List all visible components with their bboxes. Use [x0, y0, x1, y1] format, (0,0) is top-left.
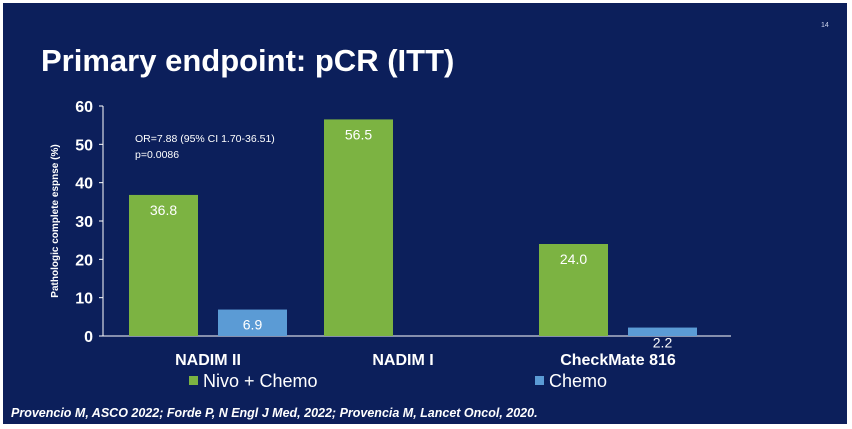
category-label: NADIM II	[175, 352, 241, 369]
y-axis-title: Pathologic complete espnse (%)	[50, 144, 61, 297]
bar-value-label: 56.5	[345, 126, 372, 142]
bar-value-label: 36.8	[150, 202, 177, 218]
y-axis: 0 10 20 30 40 50 60	[75, 99, 104, 346]
legend-label-nivo-chemo: Nivo + Chemo	[203, 371, 318, 391]
y-tick-label: 40	[75, 176, 93, 193]
bar-value-label: 2.2	[653, 335, 673, 351]
category-label: CheckMate 816	[560, 352, 676, 369]
y-tick-label: 30	[75, 214, 93, 231]
y-tick-label: 60	[75, 99, 93, 116]
y-tick-label: 10	[75, 291, 93, 308]
bar-nivo-chemo	[539, 244, 608, 336]
y-tick-label: 20	[75, 252, 93, 269]
slide-number: 14	[821, 22, 829, 29]
legend-label-chemo: Chemo	[549, 371, 607, 391]
bar-chart: 0 10 20 30 40 50 60 36.8 6.9 56.5 24.0 2.2 NADIM I…	[50, 99, 731, 391]
references-footer: Provencio M, ASCO 2022; Forde P, N Engl …	[11, 406, 538, 420]
p-value-text: p=0.0086	[135, 149, 179, 161]
odds-ratio-annotation: OR=7.88 (95% CI 1.70-36.51) p=0.0086	[135, 133, 278, 161]
slide-title: Primary endpoint: pCR (ITT)	[41, 43, 455, 78]
bar-nivo-chemo	[324, 119, 393, 337]
category-labels: NADIM II NADIM I CheckMate 816	[175, 352, 676, 369]
slide: 14 Primary endpoint: pCR (ITT) 0 10 20 30 40…	[3, 3, 847, 424]
y-tick-label: 0	[84, 329, 93, 346]
legend-swatch-chemo	[535, 376, 544, 385]
legend-swatch-nivo-chemo	[189, 376, 198, 385]
legend: Nivo + Chemo Chemo	[189, 371, 607, 391]
bar-value-label: 24.0	[560, 251, 587, 267]
category-label: NADIM I	[372, 352, 433, 369]
bars	[129, 119, 697, 337]
bar-chemo	[628, 327, 697, 336]
bar-chemo	[218, 309, 287, 336]
y-tick-label: 50	[75, 137, 93, 154]
bar-value-label: 6.9	[243, 317, 263, 333]
odds-ratio-text: OR=7.88 (95% CI 1.70-36.51)	[135, 133, 275, 145]
bar-nivo-chemo	[129, 194, 198, 336]
data-labels: 36.8 6.9 56.5 24.0 2.2	[150, 126, 673, 350]
